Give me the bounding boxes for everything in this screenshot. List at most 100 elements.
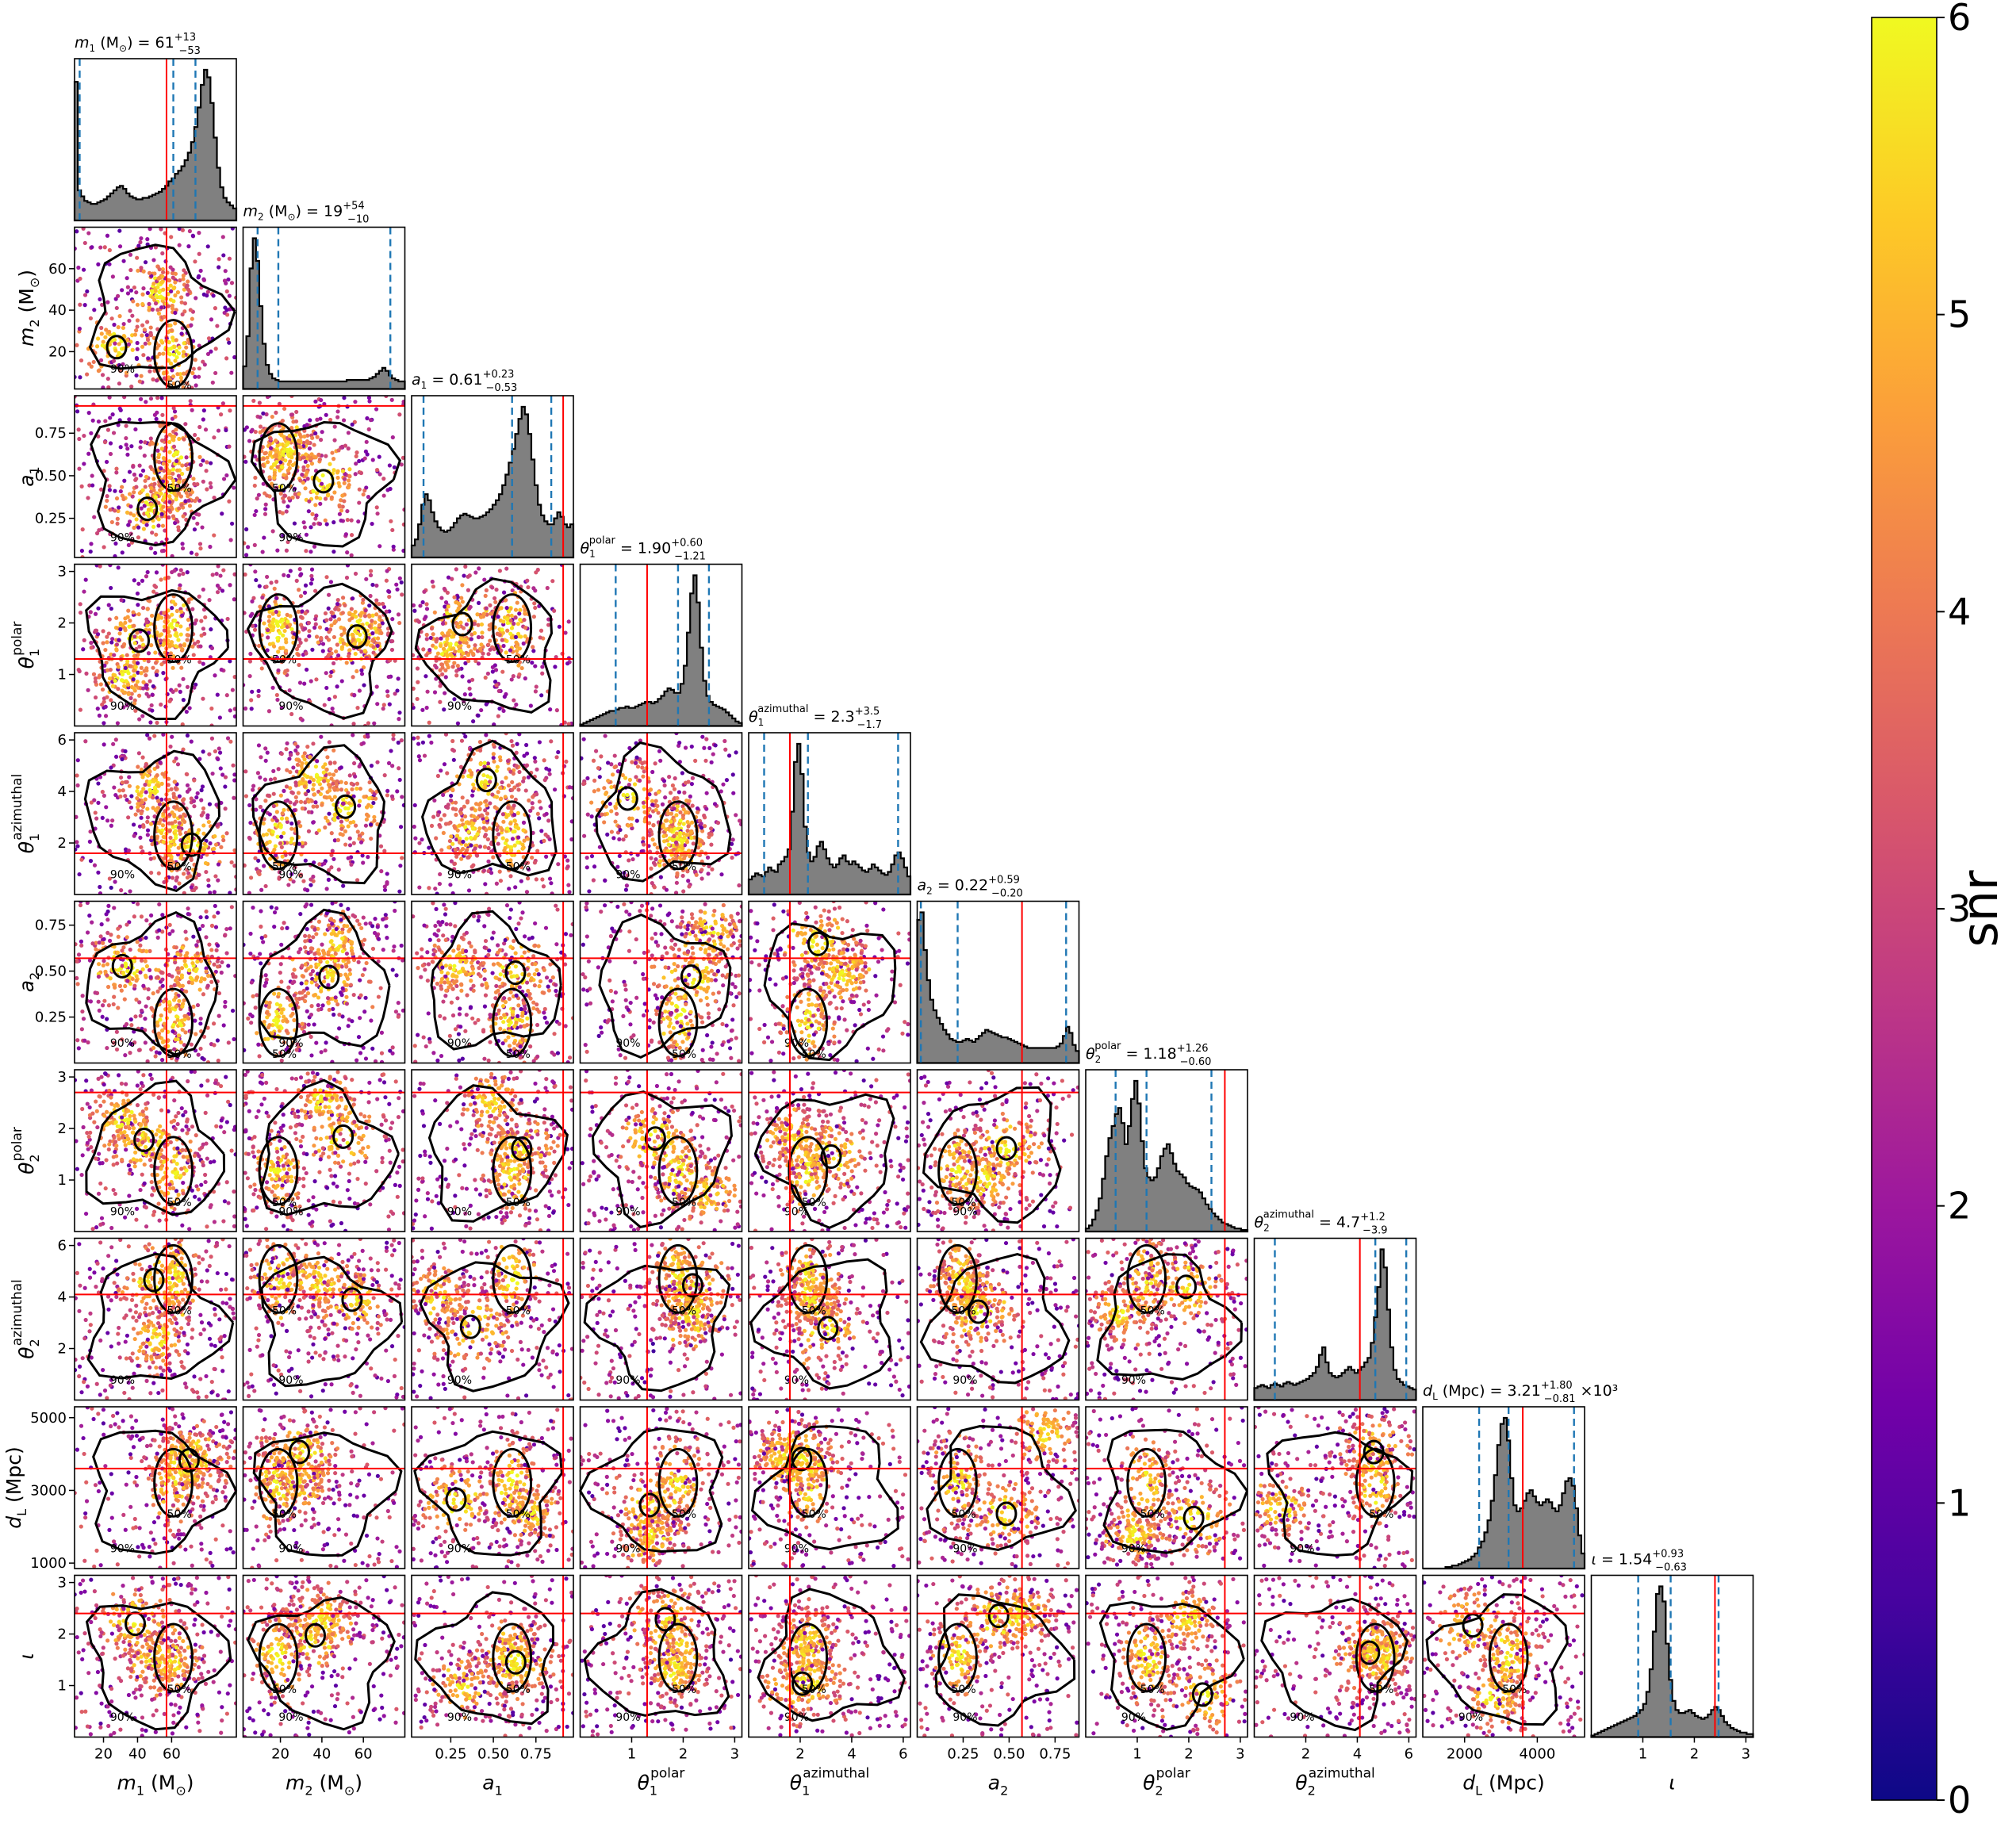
contour-90 (258, 908, 391, 1048)
contour-label-90: 90% (447, 1374, 472, 1387)
panel-frame (748, 1237, 911, 1401)
panel-frame (411, 1406, 574, 1569)
panel-frame (74, 563, 237, 727)
contour-label-50: 50% (167, 1508, 192, 1521)
x-axis-label-iota: ι (1669, 1772, 1675, 1795)
x-tick-label: 0.75 (1039, 1746, 1071, 1763)
contours (1096, 1243, 1244, 1381)
contour-label-50: 50% (272, 653, 297, 666)
contour-label-50: 50% (272, 1304, 297, 1317)
scatter-panel-m2-dL: 50% 90% (242, 1406, 406, 1569)
contour-label-50: 50% (506, 1508, 531, 1521)
panel-title-iota: ι = 1.54+0.93 −0.63 (1592, 1549, 1687, 1574)
contour-50-secondary (451, 611, 473, 637)
contour-90 (427, 1084, 569, 1223)
contour-90 (85, 1079, 226, 1216)
scatter-panel-theta1p-dL: 50% 90% (578, 1406, 743, 1569)
contour-label-90: 90% (110, 1037, 135, 1050)
contour-label-90: 90% (1290, 1543, 1314, 1556)
x-axis-label-a1: a1 (482, 1772, 503, 1799)
contour-50-secondary (332, 1124, 355, 1149)
contour-50 (258, 1136, 299, 1206)
contour-label-90: 90% (110, 363, 135, 376)
panel-title-dL: dL (Mpc) = 3.21+1.80 −0.81 ×10³ (1423, 1380, 1618, 1405)
contour-label-90: 90% (784, 1206, 809, 1219)
panel-frame (916, 1406, 1080, 1569)
scatter-panel-a2-theta2a: 50% 90% (916, 1237, 1080, 1401)
x-tick-label: 1 (1133, 1746, 1141, 1763)
contour-label-90: 90% (110, 1543, 135, 1556)
contour-90 (92, 1429, 238, 1555)
contour-90 (88, 243, 236, 370)
panel-frame (242, 395, 406, 558)
colorbar-tick-label: 5 (1948, 293, 1971, 336)
contour-label-90: 90% (1458, 1711, 1483, 1724)
contour-90 (753, 1093, 895, 1229)
scatter-points (243, 901, 405, 1063)
contours (85, 588, 229, 721)
y-tick-label: 6 (58, 732, 67, 749)
y-tick-label: 0.25 (35, 1009, 67, 1026)
contour-50-secondary (511, 1136, 533, 1162)
contour-label-50: 50% (672, 1048, 696, 1061)
x-tick-label: 0.25 (947, 1746, 979, 1763)
panel-frame (74, 900, 237, 1064)
contour-50-secondary (504, 960, 527, 986)
contours (1102, 1428, 1248, 1554)
contour-50 (492, 593, 533, 663)
contour-label-90: 90% (447, 700, 472, 713)
scatter-panel-a1-theta1p: 50% 90% (411, 563, 574, 727)
x-tick-label: 4 (1353, 1746, 1362, 1763)
contours (85, 910, 219, 1058)
contour-label-50: 50% (802, 1197, 826, 1209)
contours (86, 1243, 235, 1381)
contour-50-secondary (133, 1127, 155, 1152)
panel-frame (748, 1574, 911, 1738)
panel-frame (242, 732, 406, 895)
contour-50 (153, 1622, 194, 1693)
panel-frame (242, 900, 406, 1064)
histogram-panel-a2: a2 = 0.22+0.59 −0.20 (916, 875, 1080, 1064)
x-axis-label-theta1p: θ1polar (638, 1766, 685, 1799)
contour-50-secondary (178, 1447, 200, 1473)
y-tick-label: 0.75 (35, 425, 67, 442)
contour-50 (657, 800, 699, 871)
scatter-panel-theta1p-theta2p: 50% 90% (579, 1069, 743, 1232)
scatter-points (581, 901, 742, 1063)
y-axis-label-theta1a: θ1azimuthal (10, 774, 42, 853)
colorbar-gradient (1871, 17, 1937, 1801)
y-tick-label: 4 (58, 783, 67, 800)
contour-label-90: 90% (1121, 1711, 1146, 1724)
panel-frame (579, 732, 743, 895)
scatter-panel-a1-theta2a: 50% 90% (411, 1237, 574, 1401)
contours (427, 1084, 569, 1223)
contour-50 (492, 1622, 533, 1693)
contour-50-secondary (136, 496, 159, 522)
contour-90 (86, 1252, 235, 1381)
contour-50-secondary (341, 1287, 363, 1312)
panel-frame (242, 226, 406, 390)
y-tick-label: 1 (58, 667, 67, 684)
contour-label-50: 50% (672, 1508, 696, 1521)
contour-label-50: 50% (506, 653, 531, 666)
contours (250, 421, 401, 548)
x-tick-label: 60 (163, 1746, 181, 1763)
contour-label-90: 90% (1121, 1543, 1146, 1556)
contours (1266, 1431, 1414, 1557)
contour-50-secondary (995, 1501, 1018, 1527)
histogram-bars (1423, 1416, 1586, 1570)
x-tick-label: 0.75 (520, 1746, 552, 1763)
scatter-panel-theta1a-dL: 50% 90% (748, 1406, 911, 1569)
contour-label-90: 90% (615, 1206, 640, 1219)
scatter-panel-dL-iota: 50% 90% 2000 4000 dL (Mpc) (1422, 1574, 1585, 1799)
contour-50 (937, 1447, 978, 1518)
histogram-panel-m1: m1 (M⊙) = 61+13 −53 (73, 32, 238, 222)
y-tick-label: 0.50 (35, 468, 67, 485)
contour-90 (247, 1596, 396, 1731)
contour-label-50: 50% (802, 1684, 826, 1696)
contour-label-50: 50% (167, 653, 192, 666)
contour-50 (788, 1136, 829, 1206)
contours (763, 922, 897, 1062)
histogram-panel-theta1a: θ1azimuthal = 2.3+3.5 −1.7 (747, 703, 912, 896)
